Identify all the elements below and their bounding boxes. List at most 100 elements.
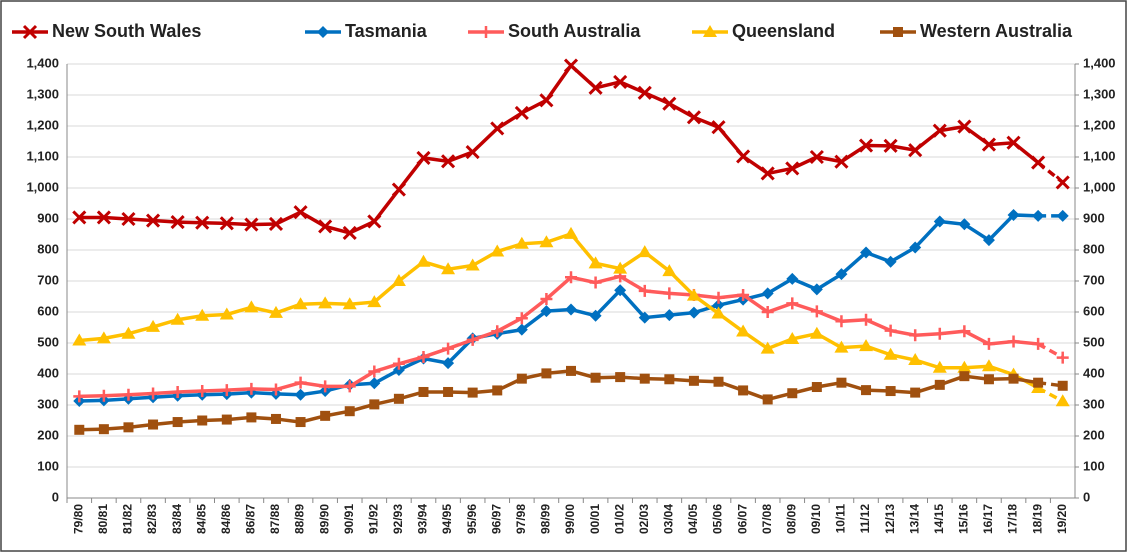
marker [760,166,775,181]
x-tick-label: 19/20 [1055,504,1069,534]
x-tick-label: 12/13 [883,504,897,534]
x-tick-label: 90/91 [342,504,356,534]
marker [982,234,995,247]
x-tick-label: 84/85 [194,504,208,534]
marker [613,261,628,274]
x-tick-label: 01/02 [612,504,626,534]
marker [418,386,429,397]
marker [490,121,505,136]
marker [588,256,603,269]
marker [1032,337,1045,350]
marker [1006,135,1021,150]
x-tick-label: 10/11 [834,504,848,534]
y2-tick-label: 1,000 [1083,179,1116,194]
marker [712,291,725,304]
marker [539,93,554,108]
legend-marker [480,26,492,38]
marker [391,274,406,286]
x-tick-label: 11/12 [858,504,872,534]
marker [393,393,404,404]
marker [736,324,751,337]
marker [932,360,947,373]
marker [268,305,283,318]
marker [492,385,503,396]
x-tick-label: 05/06 [711,504,725,534]
x-tick-label: 16/17 [981,504,995,534]
legend-label: Queensland [732,21,835,41]
marker [711,306,726,319]
marker [466,333,479,346]
marker [221,414,232,425]
marker [490,244,505,257]
marker [613,74,628,90]
marker [294,376,307,389]
x-tick-label: 97/98 [514,504,528,534]
marker [269,383,282,396]
y2-tick-label: 900 [1083,210,1105,225]
marker [859,339,874,352]
marker [809,326,824,339]
marker [589,309,602,322]
marker [563,58,579,73]
legend-marker [893,27,903,37]
x-tick-label: 93/94 [416,504,430,534]
y2-tick-label: 800 [1083,241,1105,256]
y2-tick-label: 1,100 [1083,148,1116,163]
marker [860,313,873,326]
marker [663,287,676,300]
marker [909,241,922,254]
y-tick-label: 100 [37,458,59,473]
x-tick-label: 17/18 [1006,504,1020,534]
marker [910,387,921,398]
marker [467,387,478,398]
line [79,62,1040,235]
line [79,369,1039,432]
marker [983,374,994,385]
marker [981,137,997,152]
marker [171,385,184,398]
marker [834,340,849,353]
y-tick-label: 200 [37,427,59,442]
marker [220,384,233,397]
x-tick-label: 03/04 [662,504,676,534]
marker [147,387,160,400]
marker [565,271,577,284]
marker [1008,373,1019,384]
marker [342,225,357,241]
marker [736,149,751,164]
marker [293,205,308,220]
marker [270,413,281,424]
marker [590,372,601,383]
marker [319,380,332,393]
marker [761,287,774,300]
y-tick-label: 1,300 [26,86,59,101]
marker [639,373,650,384]
x-tick-label: 92/93 [391,504,405,534]
marker [416,254,431,267]
marker [72,333,87,346]
marker [540,305,553,318]
x-tick-label: 79/80 [71,504,85,534]
marker [465,258,480,271]
marker [442,342,455,355]
marker [885,386,896,397]
y2-tick-label: 400 [1083,365,1105,380]
legend-label: New South Wales [52,21,201,41]
y-tick-label: 900 [37,210,59,225]
marker [588,80,603,95]
marker [761,306,774,318]
marker [342,297,357,310]
marker [369,399,380,410]
marker [219,216,234,231]
x-tick-label: 95/96 [465,504,479,534]
marker [219,307,234,320]
x-tick-label: 04/05 [686,504,700,534]
marker [318,296,333,309]
x-tick-label: 87/88 [268,504,282,534]
marker [687,306,700,319]
x-tick-label: 14/15 [932,504,946,534]
marker [368,377,381,390]
marker [367,295,382,308]
marker [662,96,677,111]
